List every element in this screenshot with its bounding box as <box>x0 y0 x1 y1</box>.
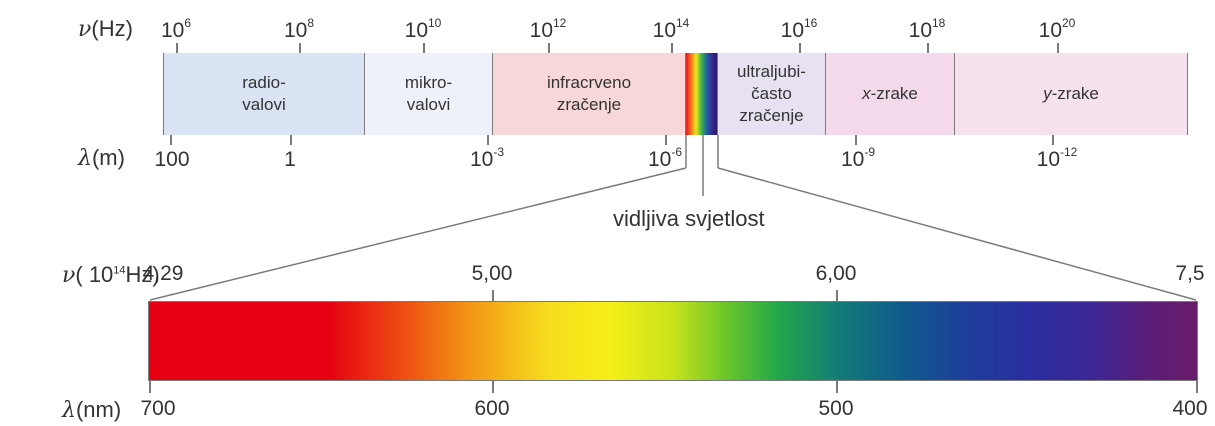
freq-tick: 106 <box>160 16 192 42</box>
tick-mark <box>1057 43 1059 53</box>
freq-tick: 1016 <box>780 16 818 42</box>
freq-tick: 6,00 <box>815 262 857 285</box>
bottom-wavelength-axis-label: λ(nm) <box>62 397 122 423</box>
top-wavelength-axis-label: λ(m) <box>78 145 125 171</box>
tick-mark <box>1196 381 1198 393</box>
tick-mark <box>665 135 667 145</box>
top-frequency-axis-label: ν(Hz) <box>78 16 133 42</box>
tick-mark <box>299 43 301 53</box>
tick-mark <box>290 135 292 145</box>
wave-tick: 1 <box>284 148 296 171</box>
tick-mark <box>671 43 673 53</box>
wave-tick: 10-6 <box>647 145 683 171</box>
tick-mark <box>492 290 494 302</box>
freq-tick: 5,00 <box>471 262 513 285</box>
freq-tick: 1010 <box>404 16 442 42</box>
connector-left-diagonal <box>149 167 687 301</box>
tick-mark <box>176 43 178 53</box>
freq-tick: 1020 <box>1038 16 1076 42</box>
freq-tick: 1014 <box>652 16 690 42</box>
tick-mark <box>487 135 489 145</box>
tick-mark <box>836 290 838 302</box>
connector-right-diagonal <box>717 167 1197 301</box>
freq-tick: 1012 <box>529 16 567 42</box>
band-x-rays: x-zrake <box>826 53 955 135</box>
tick-mark <box>149 381 151 393</box>
wave-tick: 400 <box>1172 397 1208 420</box>
tick-mark <box>423 43 425 53</box>
tick-mark <box>836 381 838 393</box>
tick-mark <box>799 43 801 53</box>
freq-tick: 4,29 <box>142 262 184 285</box>
band-visible <box>686 53 718 135</box>
tick-mark <box>170 135 172 145</box>
wave-tick: 100 <box>154 148 190 171</box>
freq-tick: 1018 <box>908 16 946 42</box>
wave-tick: 10-12 <box>1036 145 1078 171</box>
wave-tick: 500 <box>818 397 854 420</box>
tick-mark <box>548 43 550 53</box>
tick-mark <box>492 381 494 393</box>
freq-tick: 7,5 <box>1175 262 1205 285</box>
band-gamma-rays: y-zrake <box>955 53 1187 135</box>
wave-tick: 700 <box>140 397 176 420</box>
wave-tick: 10-3 <box>469 145 505 171</box>
band-microwave: mikro- valovi <box>365 53 493 135</box>
tick-mark <box>927 43 929 53</box>
wave-tick: 600 <box>474 397 510 420</box>
visible-spectrum-gradient <box>148 301 1198 381</box>
tick-mark <box>1052 135 1054 145</box>
band-ultraviolet: ultraljubi- často zračenje <box>718 53 826 135</box>
band-infrared: infracrveno zračenje <box>493 53 686 135</box>
visible-light-caption: vidljiva svjetlost <box>613 206 765 231</box>
bottom-frequency-axis-label: ν( 1014Hz) <box>62 262 160 288</box>
freq-tick: 108 <box>283 16 315 42</box>
wave-tick: 10-9 <box>840 145 876 171</box>
band-radio: radio- valovi <box>164 53 365 135</box>
tick-mark <box>855 135 857 145</box>
